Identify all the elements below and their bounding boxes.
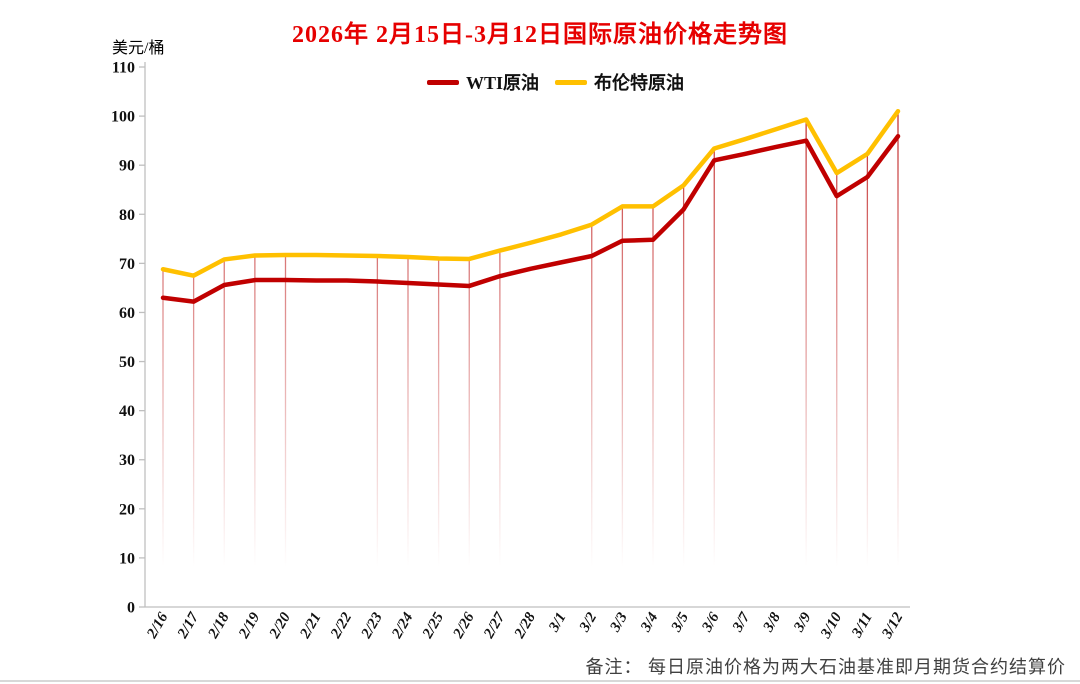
x-tick-label: 3/5 xyxy=(668,610,692,636)
y-tick-label: 30 xyxy=(119,452,135,469)
brent-line xyxy=(160,108,901,278)
x-tick-label: 3/6 xyxy=(699,610,723,636)
x-tick-label: 3/2 xyxy=(576,610,600,636)
x-tick-label: 3/11 xyxy=(849,610,876,641)
chart-legend: WTI原油 布伦特原油 xyxy=(427,69,684,95)
y-tick-label: 80 xyxy=(119,207,135,224)
wti-legend-label: WTI原油 xyxy=(466,73,540,93)
brent-legend-label: 布伦特原油 xyxy=(594,73,685,93)
y-tick-label: 0 xyxy=(127,600,135,617)
y-tick-label: 60 xyxy=(119,305,135,322)
bottom-divider xyxy=(0,680,1080,682)
wti-line-swatch-icon xyxy=(427,79,459,85)
y-tick-label: 110 xyxy=(112,60,135,77)
wti-line xyxy=(160,133,901,304)
x-tick-label: 3/12 xyxy=(879,610,907,642)
x-tick-label: 3/1 xyxy=(546,610,570,635)
x-tick-label: 3/8 xyxy=(760,610,784,636)
x-tick-label: 2/23 xyxy=(358,610,386,642)
y-axis-unit-label: 美元/桶 xyxy=(112,40,165,57)
x-tick-label: 2/16 xyxy=(144,610,172,642)
x-tick-label: 3/4 xyxy=(638,610,662,636)
y-tick-label: 20 xyxy=(119,501,135,518)
y-tick-label: 70 xyxy=(119,256,135,273)
legend-item-wti: WTI原油 xyxy=(427,69,539,95)
x-tick-label: 2/18 xyxy=(205,610,233,642)
x-tick-label: 2/21 xyxy=(297,610,325,642)
page-title: 2026年 2月15日-3月12日国际原油价格走势图 xyxy=(292,22,788,48)
y-tick-label: 50 xyxy=(119,354,135,371)
x-tick-label: 3/3 xyxy=(607,610,631,636)
brent-line-swatch-icon xyxy=(555,79,588,85)
footnote: 备注： 每日原油价格为两大石油基准即月期货合约结算价 xyxy=(585,657,1066,677)
x-tick-label: 2/26 xyxy=(450,610,478,642)
y-tick-label: 90 xyxy=(119,158,135,175)
x-tick-labels: 2/16 2/17 2/18 2/19 2/20 2/21 2/22 2/23 2/24 2/25… xyxy=(144,610,907,642)
y-tick-label: 40 xyxy=(119,403,135,420)
x-tick-label: 2/28 xyxy=(511,610,539,642)
y-tick-labels: 0 10 20 30 40 50 60 70 80 90 100 110 xyxy=(111,60,145,617)
drop-lines xyxy=(162,113,899,567)
x-tick-label: 2/22 xyxy=(328,610,356,642)
x-tick-label: 2/17 xyxy=(174,610,202,642)
x-tick-label: 2/19 xyxy=(236,610,264,642)
legend-item-brent: 布伦特原油 xyxy=(555,69,684,95)
y-tick-label: 100 xyxy=(111,109,135,126)
x-tick-label: 2/27 xyxy=(481,610,509,642)
y-tick-label: 10 xyxy=(119,550,135,567)
x-tick-label: 3/9 xyxy=(791,610,815,636)
x-tick-label: 2/24 xyxy=(389,610,417,642)
x-tick-label: 2/20 xyxy=(266,610,294,642)
x-tick-label: 2/25 xyxy=(419,610,447,642)
x-tick-label: 3/7 xyxy=(729,610,753,636)
x-tick-label: 3/10 xyxy=(818,610,846,642)
